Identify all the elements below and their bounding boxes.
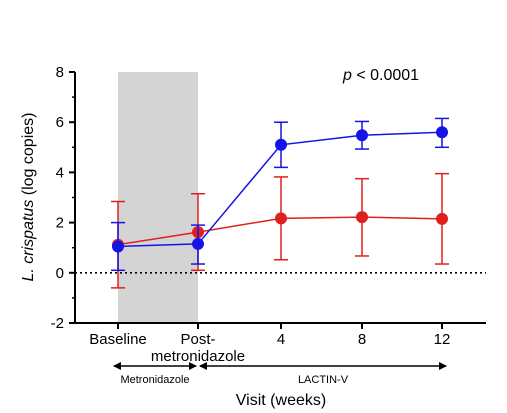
y-axis-label: L. crispatus (log copies) [20, 113, 37, 282]
x-tick-label: Post-metronidazole [151, 331, 245, 365]
p-value-text: < 0.0001 [352, 67, 419, 84]
data-point [275, 212, 287, 225]
x-tick-label: 8 [358, 331, 366, 348]
data-point [436, 212, 448, 225]
data-point [112, 240, 124, 253]
y-tick-label: 6 [56, 114, 64, 131]
x-tick-label: 4 [277, 331, 285, 348]
shaded-region [118, 72, 198, 323]
data-point [192, 237, 204, 250]
y-tick-label: 8 [56, 64, 64, 81]
p-italic: p [342, 67, 352, 84]
x-tick-label-line: 12 [434, 331, 451, 348]
x-tick-label-line: metronidazole [151, 348, 245, 365]
x-axis-label: Visit (weeks) [236, 392, 326, 409]
series-group [111, 117, 449, 272]
y-tick-label: 4 [56, 164, 64, 181]
x-tick-label-line: Baseline [89, 331, 147, 348]
period-label: Metronidazole [120, 374, 189, 386]
x-tick-label: Baseline [89, 331, 147, 348]
period-label: LACTIN-V [298, 374, 349, 386]
y-axis-label-italic: L. crispatus [20, 200, 37, 282]
data-point [356, 129, 368, 142]
y-axis-label-rest: (log copies) [20, 113, 37, 200]
y-tick-label: 0 [56, 265, 64, 282]
data-point [436, 126, 448, 139]
y-tick-label: -2 [51, 315, 64, 332]
x-tick-label: 12 [434, 331, 451, 348]
data-point [356, 211, 368, 224]
x-tick-label-line: 4 [277, 331, 285, 348]
data-point [275, 138, 287, 151]
x-tick-label-line: 8 [358, 331, 366, 348]
p-value-annotation: p < 0.0001 [342, 67, 419, 84]
x-tick-label-line: Post- [180, 331, 215, 348]
y-tick-label: 2 [56, 215, 64, 232]
